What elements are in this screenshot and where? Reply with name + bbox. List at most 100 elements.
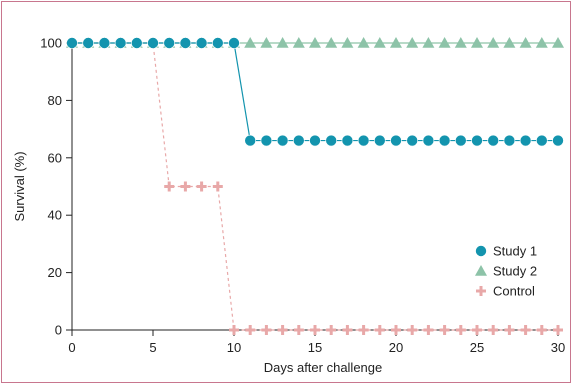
data-point-study-2 <box>503 37 516 48</box>
data-point-study-1 <box>292 134 305 147</box>
data-point-study-1 <box>535 134 548 147</box>
data-point-control <box>326 325 337 335</box>
data-point-study-2 <box>519 37 532 48</box>
data-point-study-1 <box>487 134 500 147</box>
legend-label: Control <box>493 284 535 299</box>
data-point-control <box>407 325 418 335</box>
data-point-control <box>439 325 450 335</box>
data-point-control <box>455 325 466 335</box>
data-point-study-1 <box>341 134 354 147</box>
data-point-control <box>472 325 482 335</box>
data-point-control <box>342 325 353 335</box>
legend: Study 1 Study 2 Control <box>475 244 537 299</box>
x-tick-label: 10 <box>227 340 241 355</box>
data-point-study-1 <box>147 37 159 49</box>
data-point-control <box>488 325 499 335</box>
data-point-study-1 <box>179 37 192 49</box>
data-point-study-1 <box>552 134 564 147</box>
data-point-study-1 <box>357 134 370 147</box>
data-point-study-1 <box>422 134 435 147</box>
series-line-study-1 <box>72 42 558 142</box>
data-point-control <box>310 325 320 335</box>
legend-label: Study 2 <box>493 264 537 279</box>
x-tick-label: 25 <box>470 340 484 355</box>
legend-label: Study 1 <box>493 244 537 259</box>
legend-entry-control: Control <box>476 284 535 299</box>
data-point-study-1 <box>373 134 386 147</box>
data-point-study-2 <box>341 37 354 48</box>
data-point-control <box>229 325 239 335</box>
data-point-control <box>180 181 191 192</box>
data-point-study-1 <box>163 37 175 49</box>
data-point-control <box>423 325 434 335</box>
legend-entry-study-2: Study 2 <box>475 264 537 279</box>
data-point-study-1 <box>114 37 127 49</box>
data-point-study-2 <box>373 37 386 48</box>
series-lines <box>72 42 558 331</box>
data-point-control <box>212 181 223 192</box>
data-point-study-1 <box>519 134 532 147</box>
data-point-control <box>164 181 175 192</box>
data-point-control <box>374 325 385 335</box>
data-point-control <box>358 325 369 335</box>
x-tick-label: 20 <box>389 340 403 355</box>
axes: 0 20 40 60 80 100 0 5 10 15 20 25 30 <box>40 36 565 356</box>
data-point-study-1 <box>195 37 208 49</box>
y-axis-label: Survival (%) <box>12 151 27 221</box>
data-point-control <box>504 325 515 335</box>
data-point-study-2 <box>535 37 548 48</box>
legend-entry-study-1: Study 1 <box>475 244 537 259</box>
data-point-study-1 <box>228 37 240 49</box>
data-point-control <box>277 325 288 335</box>
data-point-control <box>245 325 256 335</box>
data-point-study-2 <box>390 37 402 48</box>
data-point-study-1 <box>276 134 289 147</box>
data-point-study-1 <box>454 134 467 147</box>
legend-marker <box>475 245 487 257</box>
data-point-study-2 <box>487 37 500 48</box>
data-point-study-2 <box>357 37 370 48</box>
data-point-control <box>520 325 531 335</box>
data-point-study-1 <box>66 37 78 49</box>
data-point-control <box>391 325 401 335</box>
data-point-study-2 <box>309 37 321 48</box>
data-point-study-2 <box>454 37 467 48</box>
data-point-control <box>293 325 304 335</box>
data-point-control <box>553 325 563 335</box>
data-point-study-2 <box>260 37 273 48</box>
y-tick-label: 100 <box>40 36 62 51</box>
data-point-study-1 <box>244 134 256 147</box>
data-point-study-2 <box>276 37 289 48</box>
data-point-study-2 <box>406 37 419 48</box>
data-point-study-1 <box>131 37 143 49</box>
x-tick-label: 5 <box>149 340 156 355</box>
data-point-control <box>261 325 272 335</box>
data-point-study-1 <box>503 134 516 147</box>
data-point-study-2 <box>325 37 338 48</box>
data-point-study-2 <box>552 37 564 48</box>
data-point-study-1 <box>98 37 111 49</box>
data-point-control <box>196 181 207 192</box>
data-point-study-2 <box>471 37 483 48</box>
legend-marker <box>476 286 486 296</box>
data-point-study-1 <box>471 134 483 147</box>
data-point-study-2 <box>422 37 435 48</box>
y-tick-label: 60 <box>48 150 62 165</box>
data-point-study-1 <box>82 37 94 49</box>
data-point-study-2 <box>438 37 451 48</box>
data-point-study-1 <box>212 37 224 49</box>
data-point-study-1 <box>438 134 451 147</box>
data-point-study-1 <box>260 134 273 147</box>
series-markers <box>66 37 564 335</box>
data-point-control <box>536 325 547 335</box>
x-tick-label: 30 <box>551 340 565 355</box>
data-point-study-2 <box>244 37 257 48</box>
data-point-study-2 <box>292 37 305 48</box>
y-tick-label: 40 <box>48 208 62 223</box>
x-tick-label: 0 <box>68 340 75 355</box>
data-point-study-1 <box>325 134 338 147</box>
x-tick-label: 15 <box>308 340 322 355</box>
data-point-study-1 <box>309 134 321 147</box>
